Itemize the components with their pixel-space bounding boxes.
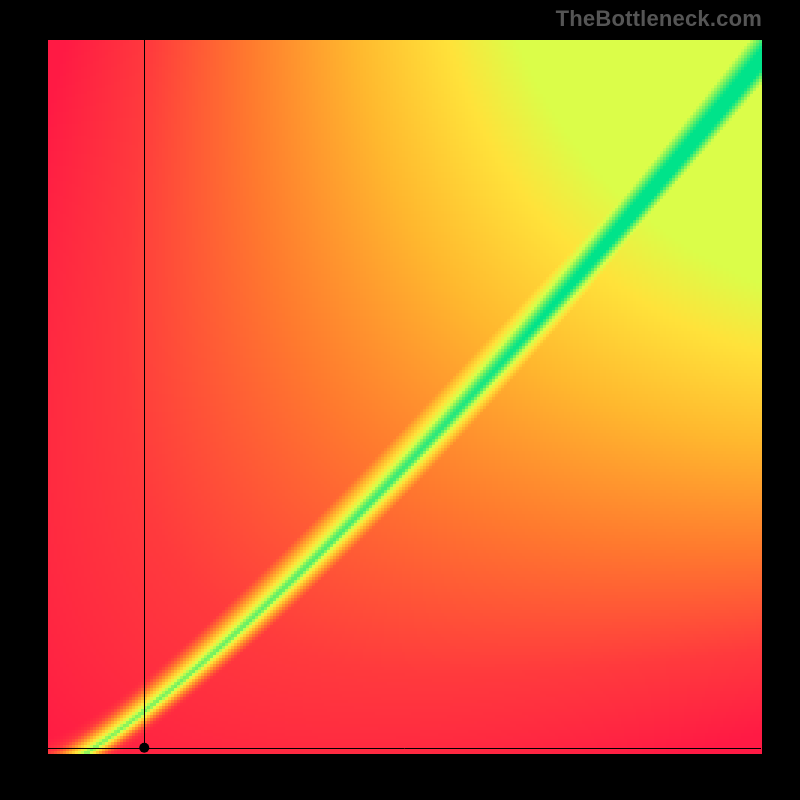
attribution-text: TheBottleneck.com [556, 6, 762, 32]
bottleneck-heatmap [0, 0, 800, 800]
chart-container: TheBottleneck.com [0, 0, 800, 800]
